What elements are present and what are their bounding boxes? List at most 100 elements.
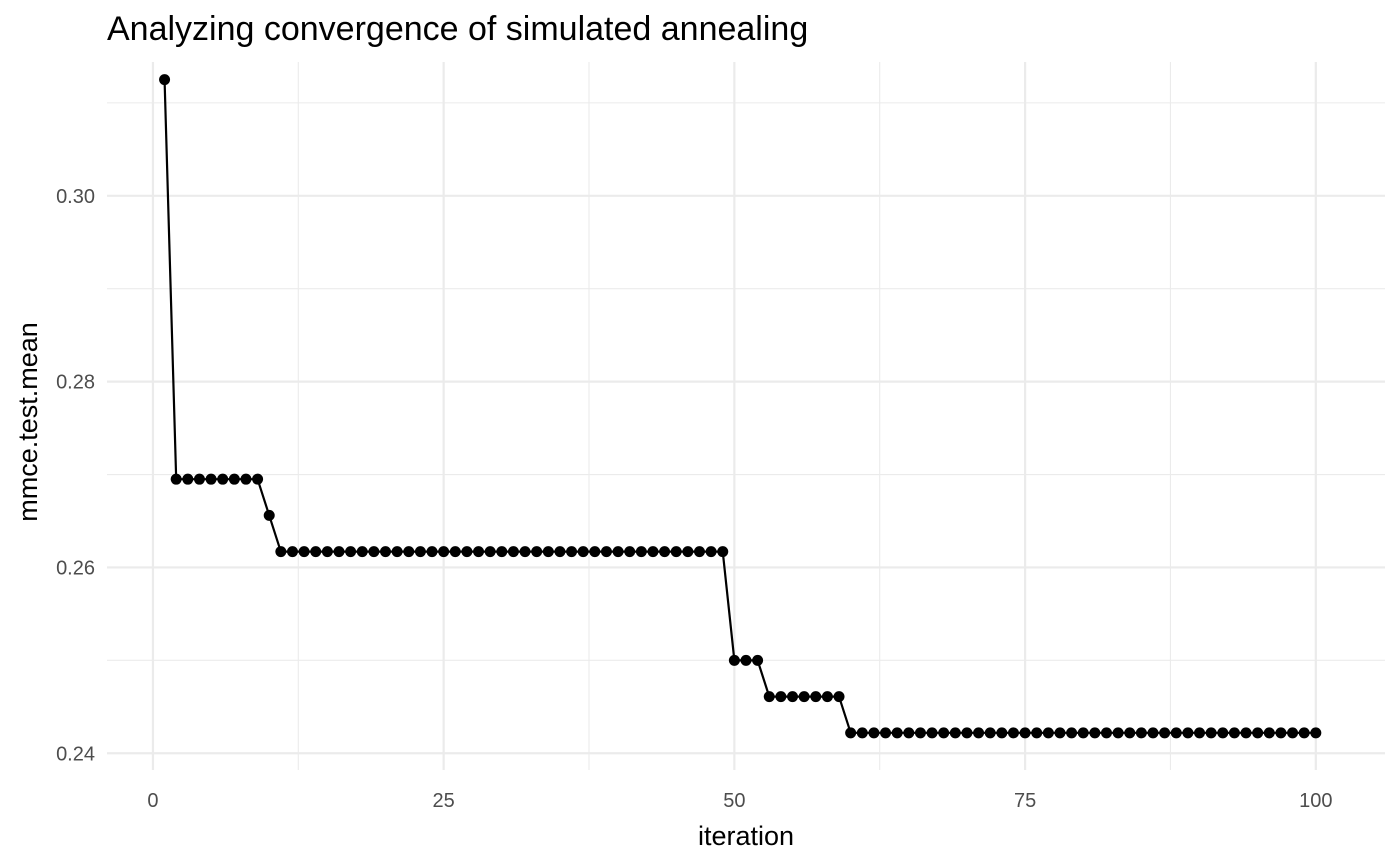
data-point	[1205, 727, 1217, 739]
data-point	[728, 654, 740, 666]
data-point	[356, 546, 368, 558]
data-point	[1019, 727, 1031, 739]
data-point	[159, 74, 171, 86]
data-point	[182, 473, 194, 485]
data-point	[1170, 727, 1182, 739]
data-point	[1031, 727, 1043, 739]
data-point	[787, 691, 799, 703]
data-point	[1112, 727, 1124, 739]
data-point	[1042, 727, 1054, 739]
data-point	[193, 473, 205, 485]
data-point	[228, 473, 240, 485]
data-point	[705, 546, 717, 558]
data-point	[519, 546, 531, 558]
data-point	[1159, 727, 1171, 739]
data-point	[252, 473, 264, 485]
data-point	[903, 727, 915, 739]
data-point	[984, 727, 996, 739]
x-axis-title: iteration	[698, 821, 794, 851]
y-tick-label: 0.28	[56, 372, 95, 394]
data-point	[391, 546, 403, 558]
data-point	[1275, 727, 1287, 739]
x-tick-label: 75	[1014, 790, 1036, 812]
data-point	[321, 546, 333, 558]
data-point	[484, 546, 496, 558]
data-point	[1263, 727, 1275, 739]
data-series	[159, 74, 1322, 739]
data-point	[880, 727, 892, 739]
data-point	[1077, 727, 1089, 739]
data-point	[333, 546, 345, 558]
data-point	[566, 546, 578, 558]
data-point	[821, 691, 833, 703]
data-point	[542, 546, 554, 558]
data-point	[914, 727, 926, 739]
data-point	[693, 546, 705, 558]
data-point	[263, 509, 275, 521]
data-point	[624, 546, 636, 558]
data-point	[1194, 727, 1206, 739]
data-point	[275, 546, 287, 558]
data-point	[426, 546, 438, 558]
data-point	[868, 727, 880, 739]
data-point	[752, 654, 764, 666]
data-point	[973, 727, 985, 739]
grid-lines	[107, 62, 1385, 770]
data-point	[740, 654, 752, 666]
data-point	[845, 727, 857, 739]
data-point	[996, 727, 1008, 739]
data-point	[856, 727, 868, 739]
data-point	[600, 546, 612, 558]
data-point	[1100, 727, 1112, 739]
data-point	[1054, 727, 1066, 739]
data-point	[682, 546, 694, 558]
data-point	[1007, 727, 1019, 739]
data-point	[449, 546, 461, 558]
data-point	[554, 546, 566, 558]
data-point	[496, 546, 508, 558]
y-tick-label: 0.24	[56, 743, 95, 765]
data-point	[635, 546, 647, 558]
data-point	[717, 546, 729, 558]
data-point	[1298, 727, 1310, 739]
data-point	[833, 691, 845, 703]
data-point	[345, 546, 357, 558]
data-point	[1089, 727, 1101, 739]
data-point	[461, 546, 473, 558]
data-point	[1135, 727, 1147, 739]
data-point	[170, 473, 182, 485]
data-point	[507, 546, 519, 558]
y-axis-title: mmce.test.mean	[13, 322, 43, 522]
data-point	[380, 546, 392, 558]
data-point	[589, 546, 601, 558]
chart-title: Analyzing convergence of simulated annea…	[107, 10, 808, 48]
data-point	[217, 473, 229, 485]
data-point	[286, 546, 298, 558]
series-line	[163, 79, 1316, 734]
data-point	[1252, 727, 1264, 739]
data-point	[659, 546, 671, 558]
data-point	[403, 546, 415, 558]
data-point	[1240, 727, 1252, 739]
data-point	[438, 546, 450, 558]
x-tick-label: 0	[147, 790, 158, 812]
data-point	[1217, 727, 1229, 739]
data-point	[414, 546, 426, 558]
data-point	[1124, 727, 1136, 739]
data-point	[798, 691, 810, 703]
y-tick-label: 0.30	[56, 186, 95, 208]
data-point	[763, 691, 775, 703]
data-point	[368, 546, 380, 558]
data-point	[1147, 727, 1159, 739]
data-point	[577, 546, 589, 558]
data-point	[810, 691, 822, 703]
data-point	[1228, 727, 1240, 739]
y-tick-label: 0.26	[56, 557, 95, 579]
data-point	[473, 546, 485, 558]
data-point	[1310, 727, 1322, 739]
data-point	[949, 727, 961, 739]
data-point	[1182, 727, 1194, 739]
data-point	[205, 473, 217, 485]
x-tick-label: 25	[433, 790, 455, 812]
